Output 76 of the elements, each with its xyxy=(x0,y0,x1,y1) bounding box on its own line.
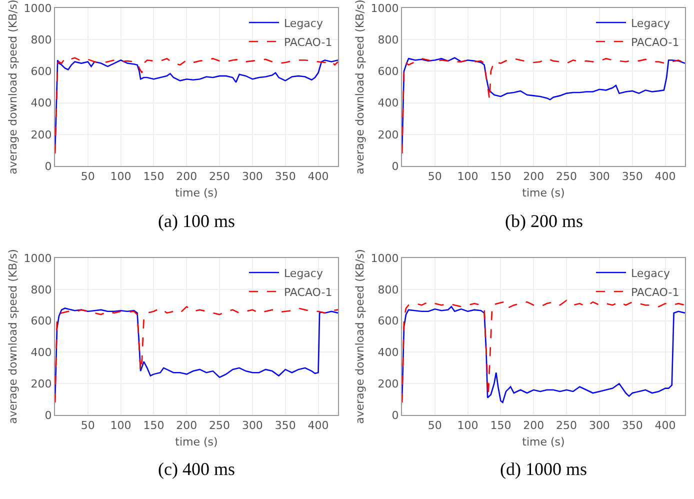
y-tick-label: 200 xyxy=(378,377,399,390)
x-tick-label: 50 xyxy=(80,170,95,184)
y-tick-label: 400 xyxy=(30,96,52,110)
legend-label: Legacy xyxy=(631,16,670,30)
y-tick-label: 400 xyxy=(378,96,399,110)
x-tick-label: 100 xyxy=(110,419,132,432)
text: (d) 1000 ms xyxy=(500,459,587,479)
x-tick-label: 100 xyxy=(457,170,478,184)
y-tick-label: 800 xyxy=(378,283,399,296)
x-tick-label: 200 xyxy=(523,419,544,432)
y-tick-label: 400 xyxy=(378,346,399,360)
x-axis-title: time (s) xyxy=(175,186,218,200)
y-tick-label: 600 xyxy=(30,65,52,78)
y-axis-title: average download speed (KB/s) xyxy=(353,249,366,424)
x-tick-label: 350 xyxy=(622,170,643,184)
legend-label: Legacy xyxy=(284,16,324,30)
y-tick-label: 800 xyxy=(378,33,399,46)
y-tick-label: 1000 xyxy=(370,252,399,265)
x-tick-label: 150 xyxy=(143,419,164,432)
x-tick-label: 250 xyxy=(209,170,230,184)
x-tick-label: 400 xyxy=(308,419,329,432)
legend-label: PACAO-1 xyxy=(284,36,332,49)
x-axis-title: time (s) xyxy=(175,435,218,448)
x-axis-title: time (s) xyxy=(522,435,565,448)
x-tick-label: 400 xyxy=(308,170,329,184)
y-tick-label: 1000 xyxy=(24,2,52,15)
y-tick-label: 200 xyxy=(30,377,52,390)
y-tick-label: 200 xyxy=(378,128,399,142)
y-tick-label: 800 xyxy=(30,33,52,46)
y-tick-label: 600 xyxy=(30,314,52,328)
legend-label: PACAO-1 xyxy=(631,36,680,49)
x-tick-label: 50 xyxy=(428,170,442,184)
x-tick-label: 300 xyxy=(588,419,610,432)
y-tick-label: 0 xyxy=(392,408,399,422)
x-tick-label: 250 xyxy=(556,419,578,432)
x-tick-label: 200 xyxy=(176,419,198,432)
x-tick-label: 150 xyxy=(490,170,512,184)
x-tick-label: 50 xyxy=(80,419,95,432)
x-tick-label: 350 xyxy=(274,170,296,184)
x-tick-label: 250 xyxy=(209,419,230,432)
y-tick-label: 200 xyxy=(30,128,52,142)
x-tick-label: 300 xyxy=(242,419,263,432)
x-tick-label: 300 xyxy=(588,170,610,184)
x-tick-label: 100 xyxy=(110,170,132,184)
x-axis-title: time (s) xyxy=(522,186,565,200)
x-tick-label: 200 xyxy=(176,170,198,184)
y-tick-label: 0 xyxy=(392,160,399,173)
y-axis-title: average download speed (KB/s) xyxy=(6,0,20,174)
y-tick-label: 1000 xyxy=(24,252,52,265)
x-tick-label: 50 xyxy=(428,419,442,432)
y-tick-label: 800 xyxy=(30,283,52,296)
x-tick-label: 150 xyxy=(490,419,512,432)
x-tick-label: 400 xyxy=(654,419,676,432)
x-tick-label: 250 xyxy=(556,170,578,184)
y-axis-title: average download speed (KB/s) xyxy=(353,0,366,174)
y-tick-label: 0 xyxy=(44,408,52,422)
text: (b) 200 ms xyxy=(505,211,583,231)
y-tick-label: 0 xyxy=(44,160,52,173)
y-tick-label: 1000 xyxy=(370,2,399,15)
y-tick-label: 600 xyxy=(378,314,399,328)
x-tick-label: 300 xyxy=(242,170,263,184)
legend-label: Legacy xyxy=(631,266,670,280)
legend-label: PACAO-1 xyxy=(284,286,332,299)
x-tick-label: 150 xyxy=(143,170,164,184)
legend-label: Legacy xyxy=(284,266,324,280)
x-tick-label: 200 xyxy=(523,170,544,184)
x-tick-label: 400 xyxy=(654,170,676,184)
legend-label: PACAO-1 xyxy=(631,286,680,299)
text: (a) 100 ms xyxy=(158,211,235,231)
y-tick-label: 600 xyxy=(378,65,399,78)
x-tick-label: 350 xyxy=(622,419,643,432)
y-axis-title: average download speed (KB/s) xyxy=(6,249,20,424)
y-tick-label: 400 xyxy=(30,346,52,360)
text: (c) 400 ms xyxy=(158,459,235,479)
x-tick-label: 100 xyxy=(457,419,478,432)
x-tick-label: 350 xyxy=(274,419,296,432)
